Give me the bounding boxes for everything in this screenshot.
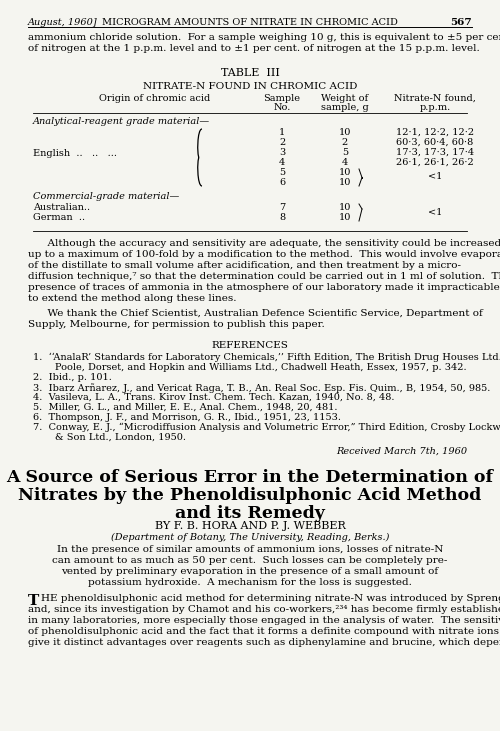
Text: 10: 10 xyxy=(339,213,351,222)
Text: Weight of: Weight of xyxy=(322,94,368,103)
Text: 17·3, 17·3, 17·4: 17·3, 17·3, 17·4 xyxy=(396,148,474,157)
Text: can amount to as much as 50 per cent.  Such losses can be completely pre-: can amount to as much as 50 per cent. Su… xyxy=(52,556,448,565)
Text: 2: 2 xyxy=(279,138,285,147)
Text: 3: 3 xyxy=(279,148,285,157)
Text: in many laboratories, more especially those engaged in the analysis of water.  T: in many laboratories, more especially th… xyxy=(28,616,500,625)
Text: vented by preliminary evaporation in the presence of a small amount of: vented by preliminary evaporation in the… xyxy=(62,567,438,576)
Text: Origin of chromic acid: Origin of chromic acid xyxy=(100,94,210,103)
Text: (Department of Botany, The University, Reading, Berks.): (Department of Botany, The University, R… xyxy=(111,533,389,542)
Text: REFERENCES: REFERENCES xyxy=(212,341,288,350)
Text: 8: 8 xyxy=(279,213,285,222)
Text: 60·3, 60·4, 60·8: 60·3, 60·4, 60·8 xyxy=(396,138,473,147)
Text: <1: <1 xyxy=(428,208,442,217)
Text: to extend the method along these lines.: to extend the method along these lines. xyxy=(28,294,236,303)
Text: NITRATE-N FOUND IN CHROMIC ACID: NITRATE-N FOUND IN CHROMIC ACID xyxy=(143,82,357,91)
Text: presence of traces of ammonia in the atmosphere of our laboratory made it imprac: presence of traces of ammonia in the atm… xyxy=(28,283,500,292)
Text: potassium hydroxide.  A mechanism for the loss is suggested.: potassium hydroxide. A mechanism for the… xyxy=(88,578,412,587)
Text: In the presence of similar amounts of ammonium ions, losses of nitrate-N: In the presence of similar amounts of am… xyxy=(57,545,443,554)
Text: <1: <1 xyxy=(428,172,442,181)
Text: diffusion technique,⁷ so that the determination could be carried out in 1 ml of : diffusion technique,⁷ so that the determ… xyxy=(28,272,500,281)
Text: HE phenoldisulphonic acid method for determining nitrate-N was introduced by Spr: HE phenoldisulphonic acid method for det… xyxy=(41,594,500,603)
Text: 3.  Ibarz Arñarez, J., and Vericat Raga, T. B., An. Real Soc. Esp. Fis. Quim., B: 3. Ibarz Arñarez, J., and Vericat Raga, … xyxy=(33,383,490,393)
Text: 7: 7 xyxy=(279,203,285,212)
Text: 2.  Ibid., p. 101.: 2. Ibid., p. 101. xyxy=(33,373,112,382)
Text: Sample: Sample xyxy=(264,94,300,103)
Text: 5.  Miller, G. L., and Miller, E. E., Anal. Chem., 1948, 20, 481.: 5. Miller, G. L., and Miller, E. E., Ana… xyxy=(33,403,338,412)
Text: of the distillate to small volume after acidification, and then treatment by a m: of the distillate to small volume after … xyxy=(28,261,461,270)
Text: 567: 567 xyxy=(450,18,472,27)
Text: Poole, Dorset, and Hopkin and Williams Ltd., Chadwell Heath, Essex, 1957, p. 342: Poole, Dorset, and Hopkin and Williams L… xyxy=(33,363,466,372)
Text: Nitrates by the Phenoldisulphonic Acid Method: Nitrates by the Phenoldisulphonic Acid M… xyxy=(18,487,481,504)
Text: Supply, Melbourne, for permission to publish this paper.: Supply, Melbourne, for permission to pub… xyxy=(28,320,325,329)
Text: 2: 2 xyxy=(342,138,348,147)
Text: 1.  ‘‘AnalaR’ Standards for Laboratory Chemicals,’’ Fifth Edition, The British D: 1. ‘‘AnalaR’ Standards for Laboratory Ch… xyxy=(33,353,500,363)
Text: Australian..: Australian.. xyxy=(33,203,90,212)
Text: August, 1960]: August, 1960] xyxy=(28,18,98,27)
Text: of nitrogen at the 1 p.p.m. level and to ±1 per cent. of nitrogen at the 15 p.p.: of nitrogen at the 1 p.p.m. level and to… xyxy=(28,44,480,53)
Text: 7.  Conway, E. J., “Microdiffusion Analysis and Volumetric Error,” Third Edition: 7. Conway, E. J., “Microdiffusion Analys… xyxy=(33,423,500,432)
Text: 5: 5 xyxy=(342,148,348,157)
Text: 4: 4 xyxy=(342,158,348,167)
Text: We thank the Chief Scientist, Australian Defence Scientific Service, Department : We thank the Chief Scientist, Australian… xyxy=(28,309,483,318)
Text: TABLE  III: TABLE III xyxy=(220,68,280,78)
Text: 5: 5 xyxy=(279,168,285,177)
Text: BY F. B. HORA AND P. J. WEBBER: BY F. B. HORA AND P. J. WEBBER xyxy=(154,521,346,531)
Text: 4.  Vasileva, L. A., Trans. Kirov Inst. Chem. Tech. Kazan, 1940, No. 8, 48.: 4. Vasileva, L. A., Trans. Kirov Inst. C… xyxy=(33,393,395,402)
Text: English  ..   ..   ...: English .. .. ... xyxy=(33,148,117,157)
Text: MICROGRAM AMOUNTS OF NITRATE IN CHROMIC ACID: MICROGRAM AMOUNTS OF NITRATE IN CHROMIC … xyxy=(102,18,398,27)
Text: 10: 10 xyxy=(339,128,351,137)
Text: Received March 7th, 1960: Received March 7th, 1960 xyxy=(336,447,467,456)
Text: Nitrate-N found,: Nitrate-N found, xyxy=(394,94,476,103)
Text: 10: 10 xyxy=(339,168,351,177)
Text: up to a maximum of 100-fold by a modification to the method.  This would involve: up to a maximum of 100-fold by a modific… xyxy=(28,250,500,259)
Text: Although the accuracy and sensitivity are adequate, the sensitivity could be inc: Although the accuracy and sensitivity ar… xyxy=(28,239,500,248)
Text: No.: No. xyxy=(274,103,290,112)
Text: 12·1, 12·2, 12·2: 12·1, 12·2, 12·2 xyxy=(396,128,474,137)
Text: 6: 6 xyxy=(279,178,285,187)
Text: A Source of Serious Error in the Determination of: A Source of Serious Error in the Determi… xyxy=(6,469,494,486)
Text: 1: 1 xyxy=(279,128,285,137)
Text: 26·1, 26·1, 26·2: 26·1, 26·1, 26·2 xyxy=(396,158,474,167)
Text: 10: 10 xyxy=(339,178,351,187)
Text: p.p.m.: p.p.m. xyxy=(420,103,450,112)
Text: sample, g: sample, g xyxy=(321,103,369,112)
Text: & Son Ltd., London, 1950.: & Son Ltd., London, 1950. xyxy=(33,433,186,442)
Text: 10: 10 xyxy=(339,203,351,212)
Text: 6.  Thompson, J. F., and Morrison, G. R., Ibid., 1951, 23, 1153.: 6. Thompson, J. F., and Morrison, G. R.,… xyxy=(33,413,341,422)
Text: ammonium chloride solution.  For a sample weighing 10 g, this is equivalent to ±: ammonium chloride solution. For a sample… xyxy=(28,33,500,42)
Text: German  ..: German .. xyxy=(33,213,85,222)
Text: Commercial-grade material—: Commercial-grade material— xyxy=(33,192,179,201)
Text: 4: 4 xyxy=(279,158,285,167)
Text: Analytical-reagent grade material—: Analytical-reagent grade material— xyxy=(33,117,210,126)
Text: of phenoldisulphonic acid and the fact that it forms a definite compound with ni: of phenoldisulphonic acid and the fact t… xyxy=(28,627,499,636)
Text: T: T xyxy=(28,594,39,608)
Text: give it distinct advantages over reagents such as diphenylamine and brucine, whi: give it distinct advantages over reagent… xyxy=(28,638,500,647)
Text: and, since its investigation by Chamot and his co-workers,²³⁴ has become firmly : and, since its investigation by Chamot a… xyxy=(28,605,500,614)
Text: and its Remedy: and its Remedy xyxy=(175,505,325,522)
